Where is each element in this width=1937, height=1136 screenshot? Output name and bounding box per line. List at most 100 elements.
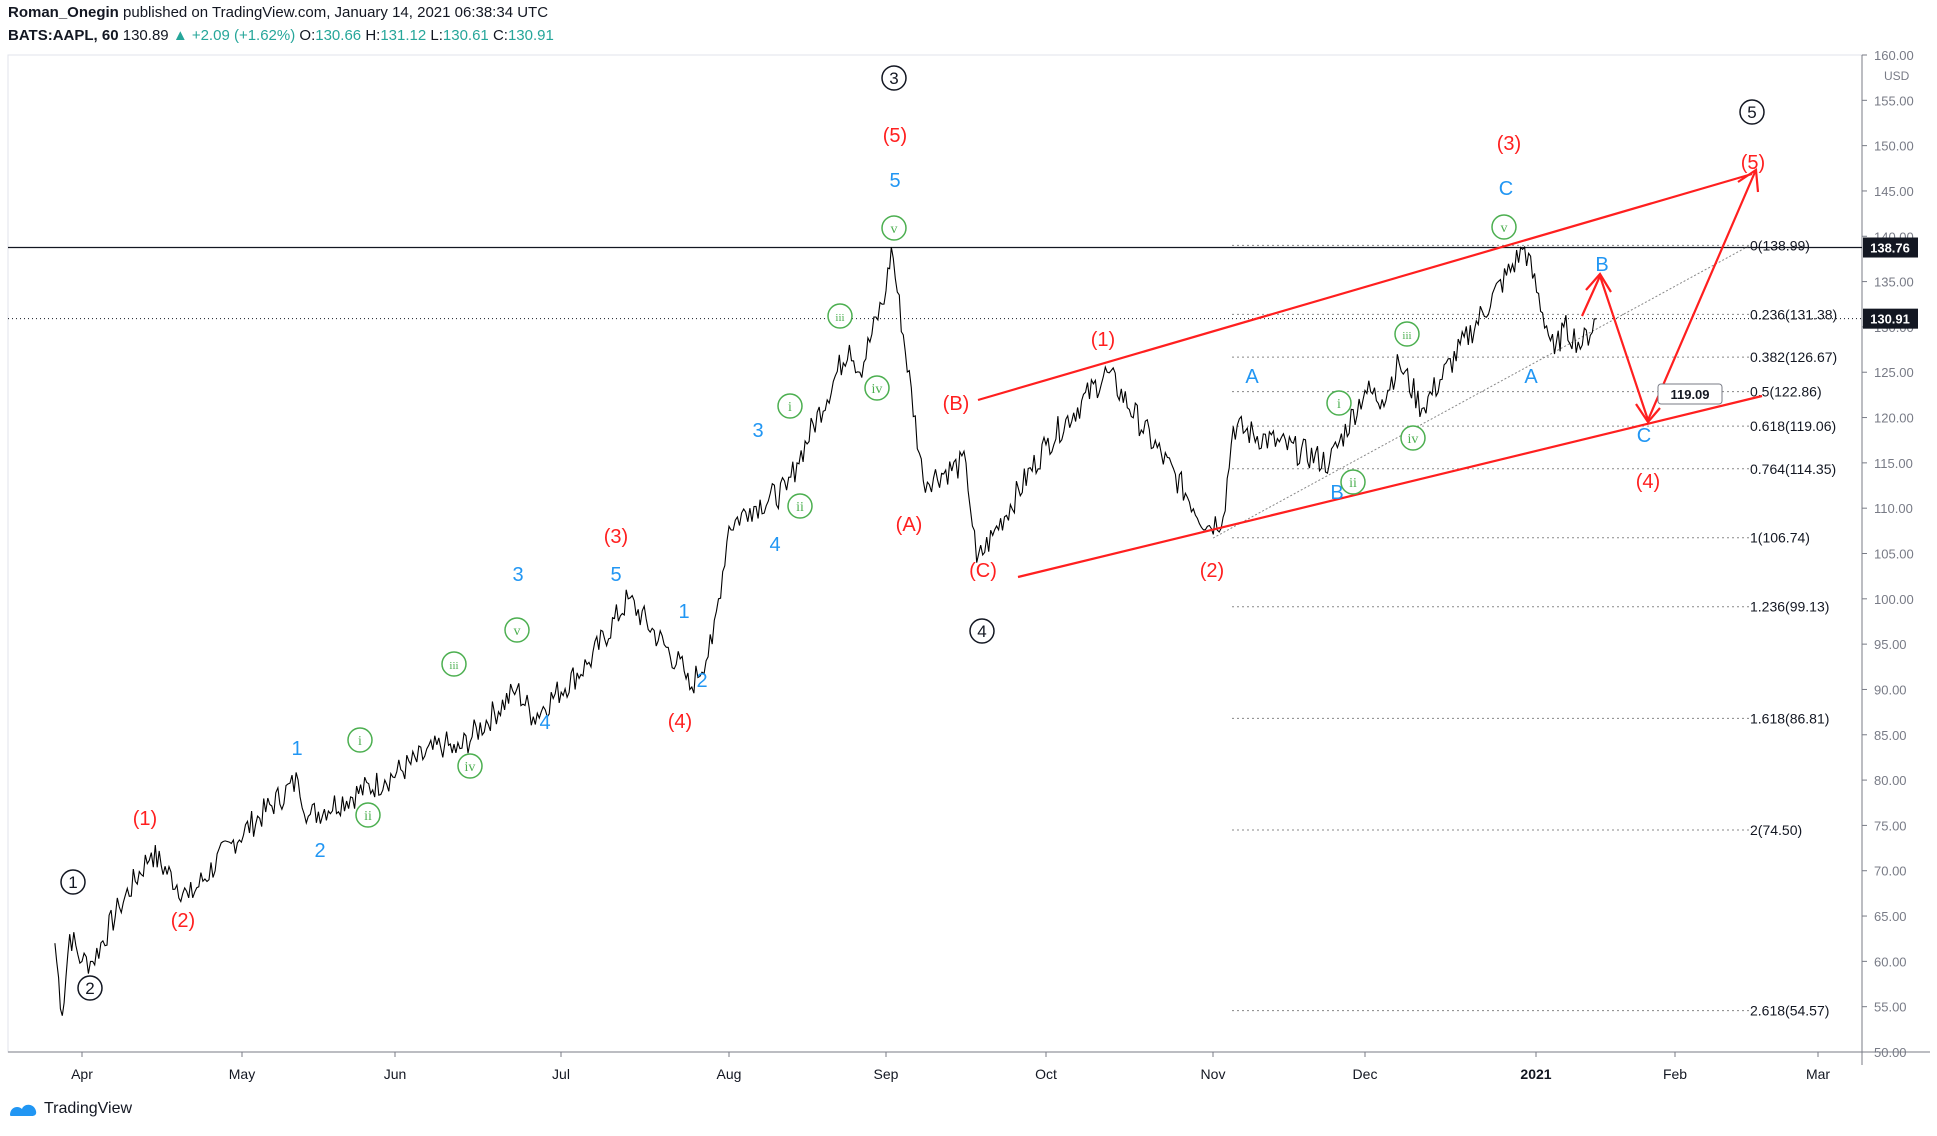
wave-label-red: (1)	[1091, 329, 1115, 351]
low-value: 130.61	[442, 27, 489, 44]
fib-level-label: 0(138.99)	[1750, 237, 1810, 253]
wave-label-red: (1)	[133, 808, 157, 830]
y-tick-label: 75.00	[1874, 818, 1907, 833]
fib-level-label: 0.5(122.86)	[1750, 384, 1822, 400]
open-value: 130.66	[315, 27, 362, 44]
close-value: 130.91	[507, 27, 554, 44]
wave-label-blue: 5	[610, 564, 621, 586]
projection-path	[1580, 171, 1757, 424]
wave-label-green: i	[788, 400, 792, 415]
last-price: 130.89	[122, 27, 169, 44]
wave-label-green: iv	[1408, 432, 1419, 447]
y-tick-label: 110.00	[1874, 501, 1913, 516]
y-tick-label: 115.00	[1874, 456, 1913, 471]
brand-name: TradingView	[44, 1100, 133, 1117]
wave-label-red: (B)	[943, 393, 970, 415]
symbol-name[interactable]: BATS:AAPL, 60	[8, 27, 119, 44]
wave-circle-green	[881, 215, 907, 241]
wave-label-red: (5)	[883, 125, 907, 147]
y-tick-label: 85.00	[1874, 728, 1907, 743]
wave-label-red: (2)	[171, 910, 195, 932]
wave-label-blue: C	[1637, 425, 1651, 447]
target-price-text: 119.09	[1670, 387, 1709, 402]
wave-label-green: ii	[364, 809, 372, 824]
x-tick-label: Feb	[1663, 1066, 1687, 1082]
x-tick-label: Nov	[1201, 1066, 1226, 1082]
y-tick-label: 105.00	[1874, 547, 1914, 562]
x-tick-label: Jun	[384, 1066, 407, 1082]
y-tick-label: 120.00	[1874, 411, 1914, 426]
y-tick-label: 90.00	[1874, 682, 1907, 697]
wave-circle-black	[1739, 99, 1765, 125]
wave-circle-black	[881, 65, 907, 91]
x-tick-label: Aug	[717, 1066, 742, 1082]
fib-level-label: 2(74.50)	[1750, 822, 1802, 838]
wave-label-green: i	[1337, 397, 1341, 412]
y-tick-label: 135.00	[1874, 275, 1914, 290]
x-tick-label: Oct	[1035, 1066, 1057, 1082]
wave-label-blue: 2	[314, 840, 325, 862]
level-price-badge	[1863, 237, 1918, 258]
fib-level-label: 2.618(54.57)	[1750, 1003, 1829, 1019]
tradingview-logo[interactable]: TradingView	[8, 1100, 132, 1118]
wave-circle-green	[827, 303, 853, 329]
wave-label-blue: 4	[539, 712, 550, 734]
high-label: H:	[365, 27, 381, 44]
wave-label-blue: A	[1245, 366, 1259, 388]
wave-circle-green	[355, 802, 381, 828]
trend-line-dotted	[1212, 244, 1751, 539]
wave-label-blue: B	[1330, 482, 1343, 504]
wave-circle-black	[969, 618, 995, 644]
wave-label-green: iv	[465, 760, 476, 775]
wave-circle-green	[504, 617, 530, 643]
y-tick-label: 60.00	[1874, 954, 1907, 969]
wave-label-green: i	[358, 734, 362, 749]
last-price-text: 130.91	[1870, 312, 1910, 327]
wave-circle-green	[864, 375, 890, 401]
low-label: L:	[430, 27, 443, 44]
wave-label-blue: 3	[512, 564, 523, 586]
wave-circle-green	[777, 393, 803, 419]
high-value: 131.12	[380, 27, 427, 44]
wave-label-red: (5)	[1741, 152, 1765, 174]
wave-label-black: 3	[889, 69, 898, 88]
wave-label-blue: B	[1595, 254, 1608, 276]
plot-area	[7, 54, 1863, 1053]
wave-circle-green	[457, 753, 483, 779]
channel-lower-line	[1017, 394, 1763, 579]
y-tick-label: 65.00	[1874, 909, 1907, 924]
wave-label-black: 5	[1747, 103, 1756, 122]
wave-label-red: (3)	[1497, 133, 1521, 155]
wave-label-red: (3)	[604, 526, 628, 548]
wave-circle-black	[60, 869, 86, 895]
wave-label-green: iii	[449, 660, 458, 672]
wave-label-green: v	[1501, 221, 1508, 236]
wave-label-green: ii	[796, 500, 804, 515]
y-tick-label: 125.00	[1874, 365, 1914, 380]
open-label: O:	[299, 27, 316, 44]
fib-level-label: 0.236(131.38)	[1750, 306, 1837, 322]
wave-label-blue: 1	[291, 738, 302, 760]
y-tick-label: 80.00	[1874, 773, 1907, 788]
wave-label-blue: 3	[752, 420, 763, 442]
fib-level-label: 1.236(99.13)	[1750, 599, 1829, 615]
ohlc-legend: BATS:AAPL, 60 130.89 ▲ +2.09 (+1.62%) O:…	[8, 27, 554, 44]
projection-arrowhead-b	[1585, 272, 1612, 293]
wave-label-blue: 2	[696, 670, 707, 692]
y-tick-label: 95.00	[1874, 637, 1907, 652]
publish-info: Roman_Onegin published on TradingView.co…	[8, 4, 548, 21]
wave-label-green: ii	[1349, 476, 1357, 491]
close-label: C:	[492, 27, 508, 44]
x-tick-label: 2021	[1520, 1066, 1551, 1082]
y-tick-label: 160.00	[1874, 48, 1914, 63]
wave-circle-green	[1491, 214, 1517, 240]
wave-circle-green	[347, 727, 373, 753]
wave-label-green: iii	[1402, 330, 1411, 342]
wave-label-red: (4)	[1636, 471, 1660, 493]
author-name[interactable]: Roman_Onegin	[8, 4, 119, 21]
wave-circle-black	[77, 975, 103, 1001]
wave-circle-green	[441, 651, 467, 677]
y-tick-label: 145.00	[1874, 184, 1914, 199]
wave-label-green: iv	[872, 382, 883, 397]
